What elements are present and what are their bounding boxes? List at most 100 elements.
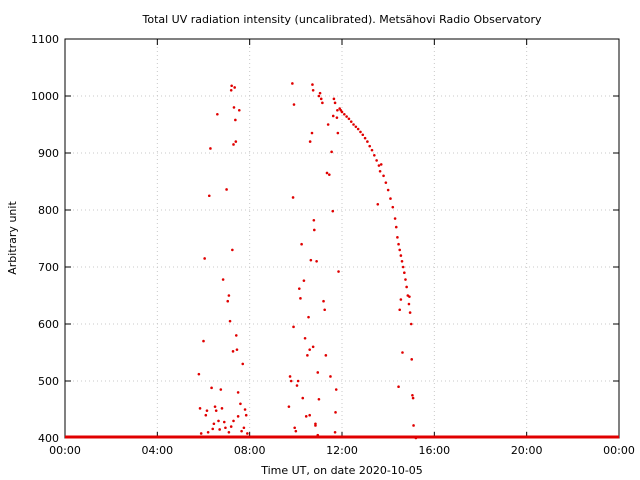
data-point [204, 413, 208, 417]
grid [65, 39, 619, 438]
y-tick-label: 400 [38, 432, 59, 445]
data-point [330, 150, 333, 154]
x-tick-label: 00:00 [49, 444, 81, 457]
data-point [219, 388, 223, 391]
data-point [345, 115, 348, 118]
data-point [308, 413, 311, 417]
data-point [233, 86, 236, 89]
data-point [316, 371, 320, 374]
data-point [221, 278, 225, 281]
data-point [319, 97, 323, 101]
data-point [234, 118, 237, 122]
data-point [241, 362, 245, 366]
data-point [411, 393, 414, 397]
data-point [311, 89, 315, 92]
data-point [331, 209, 335, 213]
data-point [408, 311, 412, 314]
data-point [222, 420, 226, 424]
data-point [313, 228, 316, 232]
data-point [409, 322, 413, 326]
data-point [232, 143, 235, 146]
data-point [309, 258, 313, 262]
data-point [232, 106, 236, 109]
data-point [331, 114, 335, 118]
data-point [231, 350, 235, 353]
data-point [229, 425, 233, 428]
data-point [246, 432, 249, 435]
data-point [411, 396, 415, 400]
data-point [206, 431, 210, 434]
data-point [340, 110, 344, 114]
data-point [291, 196, 295, 199]
data-point [292, 103, 296, 106]
data-point [212, 422, 216, 426]
data-point [229, 89, 233, 92]
data-point [308, 140, 312, 143]
data-point [396, 236, 399, 239]
data-point [356, 127, 360, 131]
data-point [361, 133, 365, 137]
data-point [301, 396, 305, 400]
data-point [210, 386, 213, 390]
data-point [375, 159, 378, 162]
data-point [343, 112, 346, 116]
data-point [352, 123, 355, 126]
data-point [299, 297, 302, 300]
data-point [324, 354, 328, 357]
data-point [397, 242, 400, 246]
data-point [401, 265, 405, 269]
data-point [228, 319, 232, 323]
data-point [294, 429, 298, 433]
data-point [225, 188, 228, 191]
data-point [373, 153, 376, 157]
data-point [398, 308, 402, 312]
data-point [394, 225, 398, 229]
data-point [243, 408, 247, 411]
data-point [366, 140, 369, 143]
data-point [230, 84, 233, 88]
data-points [65, 82, 619, 440]
data-point [287, 405, 291, 408]
y-axis-label: Arbitrary unit [6, 201, 19, 275]
y-tick-label: 1000 [31, 90, 59, 103]
data-point [403, 271, 406, 275]
data-point [414, 436, 418, 440]
data-point [292, 325, 295, 329]
data-point [368, 144, 372, 148]
data-point [240, 429, 243, 433]
data-point [217, 419, 220, 423]
data-point [202, 339, 205, 343]
data-point [312, 218, 316, 222]
chart-title: Total UV radiation intensity (uncalibrat… [142, 13, 542, 26]
data-point [398, 248, 402, 252]
data-point [377, 164, 381, 167]
data-point [389, 197, 392, 200]
data-point [314, 422, 317, 426]
data-point [378, 169, 382, 173]
data-point [315, 260, 318, 263]
data-point [288, 375, 292, 378]
data-point [397, 385, 400, 389]
data-point [300, 242, 303, 246]
data-point [384, 181, 388, 184]
data-point [333, 101, 337, 105]
data-point [400, 260, 404, 263]
data-point [209, 147, 212, 150]
data-point [237, 108, 241, 112]
x-tick-label: 16:00 [418, 444, 450, 457]
data-point [382, 174, 385, 178]
data-point [199, 432, 203, 435]
data-point [303, 336, 307, 340]
axis-ticks: 00:00 04:00 08:00 12:00 16:00 20:00 00:0040050… [31, 33, 635, 457]
data-point [311, 345, 315, 349]
y-tick-label: 900 [38, 147, 59, 160]
data-point [307, 315, 310, 319]
data-point [408, 295, 411, 298]
data-point [337, 270, 340, 273]
data-point [326, 123, 330, 126]
data-point [317, 94, 321, 98]
data-point [334, 411, 337, 414]
data-point [407, 302, 411, 306]
